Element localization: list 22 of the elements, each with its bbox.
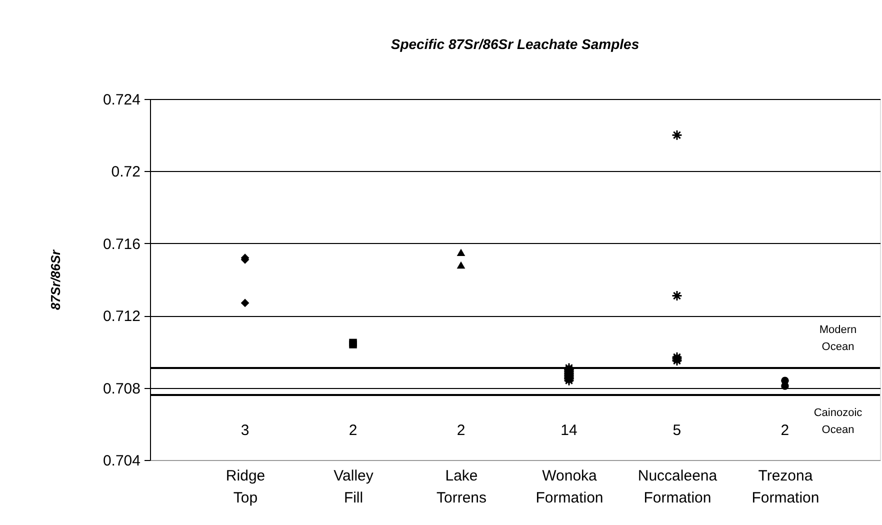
x-tick-label: Valley Fill [334, 468, 374, 506]
annotation: 2 [348, 422, 358, 439]
x-tick-label: Wonoka Formation [536, 468, 604, 506]
y-tick-label: 0.712 [102, 308, 140, 326]
x-tick-label: Nuccaleena Formation [638, 468, 718, 506]
annotation: 2 [456, 422, 466, 439]
y-tick-label: 0.716 [102, 236, 140, 253]
annotation: 14 [560, 422, 578, 439]
y-tick-label: 0.724 [102, 92, 140, 108]
y-tick-label: 0.708 [102, 380, 140, 398]
annotation: 2 [780, 422, 790, 439]
y-axis-title: 87Sr/86Sr [48, 249, 63, 310]
x-tick-label: Trezona Formation [752, 468, 820, 506]
y-tick-label: 0.704 [102, 452, 140, 470]
y-tick-label: 0.72 [111, 164, 140, 181]
x-tick-label: Lake Torrens [436, 468, 487, 506]
chart-title: Specific 87Sr/86Sr Leachate Samples [390, 36, 640, 52]
ref-line-label: Modern Ocean [819, 324, 857, 353]
x-tick-label: Ridge Top [226, 468, 266, 506]
annotation: 3 [240, 422, 250, 439]
ref-line-label: Cainozoic Ocean [814, 407, 863, 436]
annotation: 5 [672, 422, 682, 439]
